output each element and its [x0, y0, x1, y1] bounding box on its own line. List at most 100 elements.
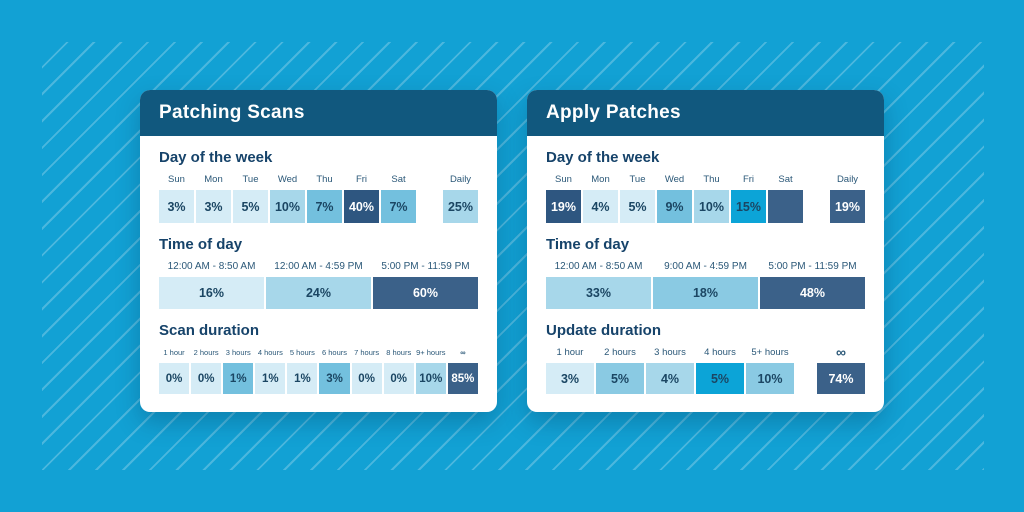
cell-label: 7 hours [354, 348, 380, 357]
cell-column: 6 hours 3% [319, 347, 350, 394]
cell-label: Fri [742, 174, 755, 185]
cell-column: Thu 10% [694, 174, 729, 223]
section-time-of-day: Time of day 12:00 AM - 8:50 AM 16% 12:00 AM… [159, 236, 478, 309]
cell-label: 9+ hours [416, 348, 446, 357]
cell-label: 5+ hours [751, 347, 789, 358]
stat-cell: 1% [255, 363, 286, 394]
section-heading: Scan duration [159, 322, 260, 339]
stat-cell: 7% [381, 190, 416, 223]
stat-cell: 9% [657, 190, 692, 223]
stat-cell: 5% [233, 190, 268, 223]
cell-column: ∞ 85% [447, 347, 478, 394]
cell-label: Tue [629, 174, 646, 185]
stat-cell: 1% [223, 363, 254, 394]
stat-cell: 5% [696, 363, 744, 394]
stat-cell: 10% [694, 190, 729, 223]
stat-cell: 33% [546, 277, 651, 309]
cell-column: Daily 25% [443, 174, 478, 223]
cells-row: 1 hour 3% 2 hours 5% 3 hours 4% 4 hours 5% 5+ ho… [546, 344, 865, 394]
stat-cell: 3% [196, 190, 231, 223]
stat-cell [768, 190, 803, 223]
cell-label: Wed [277, 174, 298, 185]
card-body: Day of the week Sun 3% Mon 3% Tue 5% Wed 10% Thu 7… [140, 136, 497, 412]
section-heading: Day of the week [159, 149, 273, 166]
cells-row: Sun 3% Mon 3% Tue 5% Wed 10% Thu 7% Fri 40% Sat 7% Dai… [159, 174, 478, 223]
cell-label: Sun [555, 174, 572, 185]
cell-column: 5 hours 1% [287, 347, 318, 394]
cell-column: 2 hours 5% [596, 347, 644, 394]
stat-cell: 3% [319, 363, 350, 394]
cell-column: 5:00 PM - 11:59 PM 48% [760, 261, 865, 309]
cell-column: 9:00 AM - 4:59 PM 18% [653, 261, 758, 309]
stat-cell: 0% [383, 363, 414, 394]
stat-cell: 5% [596, 363, 644, 394]
cell-label: Tue [242, 174, 259, 185]
cell-label: Sun [168, 174, 185, 185]
stat-cell: 60% [373, 277, 478, 309]
stat-cell: 0% [159, 363, 190, 394]
stat-cell: 7% [307, 190, 342, 223]
stat-cell: 85% [447, 363, 478, 394]
card-header: Patching Scans [140, 90, 497, 136]
cell-label: 1 hour [163, 348, 185, 357]
section-update-duration: Update duration 1 hour 3% 2 hours 5% 3 hours 4… [546, 322, 865, 394]
cell-label: 2 hours [604, 347, 636, 358]
stat-cell: 10% [746, 363, 794, 394]
section-day-of-the-week: Day of the week Sun 19% Mon 4% Tue 5% Wed 9% Thu 1… [546, 149, 865, 223]
section-scan-duration: Scan duration 1 hour 0% 2 hours 0% 3 hours 1% 4… [159, 322, 478, 394]
cells-row: 1 hour 0% 2 hours 0% 3 hours 1% 4 hours 1% 5 hou… [159, 347, 478, 394]
cell-column: 3 hours 1% [223, 347, 254, 394]
cell-column: 3 hours 4% [646, 347, 694, 394]
stat-cell: 10% [270, 190, 305, 223]
cell-column: Wed 9% [657, 174, 692, 223]
stat-cell: 4% [583, 190, 618, 223]
stat-cell: 18% [653, 277, 758, 309]
cell-label: 4 hours [704, 347, 736, 358]
stat-cell: 74% [817, 363, 865, 394]
cells-row: 12:00 AM - 8:50 AM 33% 9:00 AM - 4:59 PM 18… [546, 261, 865, 309]
stat-cell: 3% [159, 190, 194, 223]
cell-label: 2 hours [193, 348, 219, 357]
card-body: Day of the week Sun 19% Mon 4% Tue 5% Wed 9% Thu 1… [527, 136, 884, 412]
cell-column: Sat [768, 174, 803, 223]
cell-column: ∞ 74% [817, 344, 865, 394]
cell-column: Sun 19% [546, 174, 581, 223]
stat-cell: 19% [546, 190, 581, 223]
cell-label: 4 hours [257, 348, 283, 357]
stat-cell: 0% [351, 363, 382, 394]
cell-label: Thu [316, 174, 333, 185]
stat-cell: 16% [159, 277, 264, 309]
cell-column: 12:00 AM - 4:59 PM 24% [266, 261, 371, 309]
cell-column: 4 hours 1% [255, 347, 286, 394]
card-title: Patching Scans [159, 102, 305, 123]
cell-label: 6 hours [322, 348, 348, 357]
cell-label: Sat [778, 174, 793, 185]
cell-column: 5+ hours 10% [746, 347, 794, 394]
cell-column: Mon 4% [583, 174, 618, 223]
infinity-label: ∞ [460, 348, 466, 357]
section-heading: Day of the week [546, 149, 660, 166]
cell-column: 2 hours 0% [191, 347, 222, 394]
cell-label: 8 hours [386, 348, 412, 357]
stat-cell: 0% [191, 363, 222, 394]
cell-column: Daily 19% [830, 174, 865, 223]
cell-label: 3 hours [225, 348, 251, 357]
infinity-label: ∞ [836, 344, 846, 360]
section-heading: Time of day [159, 236, 243, 253]
cell-column: Thu 7% [307, 174, 342, 223]
card-header: Apply Patches [527, 90, 884, 136]
cell-column: Fri 15% [731, 174, 766, 223]
section-day-of-the-week: Day of the week Sun 3% Mon 3% Tue 5% Wed 10% Thu 7… [159, 149, 478, 223]
section-heading: Time of day [546, 236, 630, 253]
cell-column: 5:00 PM - 11:59 PM 60% [373, 261, 478, 309]
card-patching-scans: Patching Scans Day of the week Sun 3% Mon 3% T… [140, 90, 497, 412]
cell-label: 3 hours [654, 347, 686, 358]
cell-column: 12:00 AM - 8:50 AM 33% [546, 261, 651, 309]
cards-row: Patching Scans Day of the week Sun 3% Mon 3% T… [0, 90, 1024, 412]
cell-label: Wed [664, 174, 685, 185]
cell-column: 7 hours 0% [351, 347, 382, 394]
stat-cell: 15% [731, 190, 766, 223]
cell-column: Tue 5% [620, 174, 655, 223]
cell-label: Fri [355, 174, 368, 185]
